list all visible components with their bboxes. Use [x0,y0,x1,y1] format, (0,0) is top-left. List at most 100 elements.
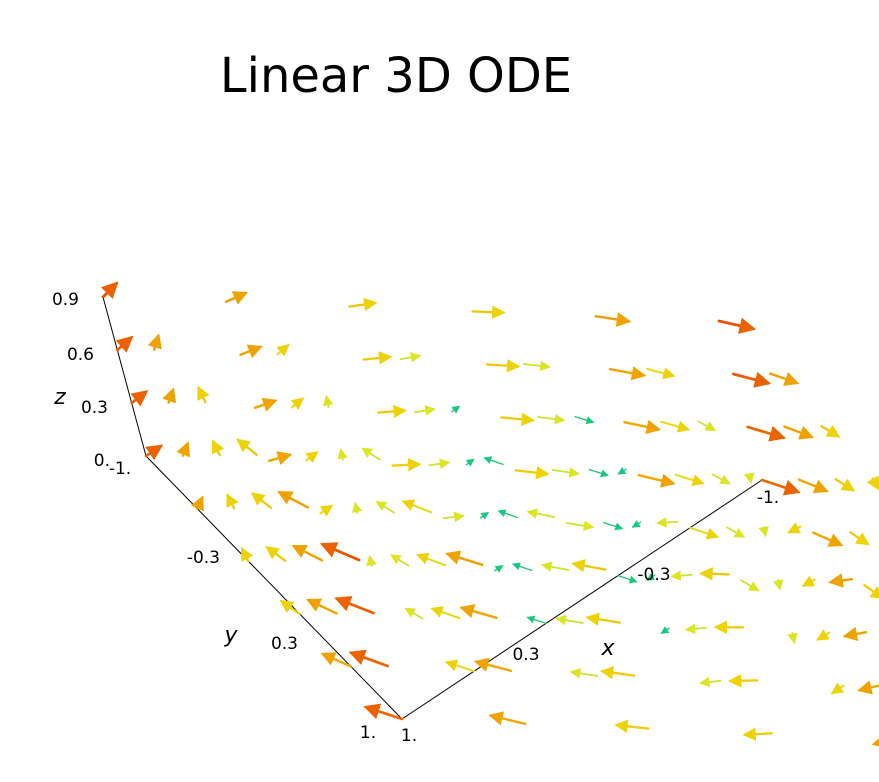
vector-arrow [617,574,638,584]
vector-arrow [399,352,422,363]
vector-arrow [190,495,204,512]
vector-arrow [319,542,361,562]
vector-arrow [660,420,691,433]
vector-arrow [224,291,249,305]
vector-arrow [742,727,773,741]
vector-arrow [848,531,870,546]
vector-arrow [866,475,879,491]
vector-arrow [731,371,772,388]
vector-arrow [655,517,679,528]
vector-arrow [569,668,599,679]
vector-arrow [465,458,475,467]
vector-arrow [290,397,305,410]
vector-arrow [451,405,461,414]
z-tick-label: 0.6 [67,345,94,365]
vector-arrow [236,438,258,456]
vector-arrow [130,390,149,407]
z-tick-label: 0. [94,451,110,471]
vector-arrow [391,458,422,472]
x-tick-label: -1. [757,488,779,508]
vector-arrow [144,444,164,461]
vector-arrow [494,565,504,573]
vector-arrow [239,344,263,359]
vector-arrow [445,550,484,567]
vector-arrow [337,448,348,461]
vector-arrow [323,394,334,408]
vector-arrow [617,466,627,475]
vector-arrow [772,579,784,591]
vector-arrow [834,478,856,492]
vector-arrow [277,491,310,509]
vector-arrow [588,468,609,478]
vector-arrow [362,351,393,365]
vector-arrow [711,473,731,485]
vector-arrow [594,312,632,327]
vector-arrow [746,425,786,442]
vector-arrow [473,657,513,673]
vector-arrow [674,473,705,486]
vector-arrow [801,575,816,587]
vector-arrow [797,478,829,494]
vector-arrow [830,682,845,695]
x-tick-label: 1. [401,726,417,746]
vector-arrow [660,626,670,634]
y-tick-label: -0.3 [187,548,220,568]
vector-arrow [760,478,801,496]
vector-arrow [253,397,278,412]
y-tick-label: -1. [109,459,131,479]
vector-arrow [512,562,533,572]
vector-arrow [459,604,498,620]
vector-arrow [226,493,239,510]
vector-arrow [727,674,759,688]
vector-arrow [361,447,381,461]
vector-arrows [100,281,879,748]
vector-arrow [319,504,334,517]
vector-arrow [479,511,490,520]
z-axis-label: z [53,385,66,410]
vector-arrow [351,501,363,514]
vector-arrow [540,561,570,572]
vector-arrow [522,360,551,372]
vector-arrow [348,649,390,668]
vector-arrow [115,335,134,353]
vector-arrow [812,531,844,547]
vector-arrow [526,508,556,519]
vector-arrow [585,612,621,626]
vector-arrow [603,521,624,531]
vector-arrow [250,492,273,509]
vector-arrow [197,385,210,404]
vector-arrow [726,526,746,538]
vector-arrow [787,522,802,534]
vector-arrow [276,343,290,357]
vector-arrow [816,629,831,641]
y-tick-label: 1. [360,723,376,743]
vector-arrow [574,415,595,425]
vector-arrow [320,652,352,668]
axes-box [102,296,763,720]
vector-arrow [279,599,301,615]
vector-arrow [415,552,447,567]
vector-arrow [783,425,815,440]
axis-ticks: 0.9 0.6 0.3 0. -1. -0.3 0.3 1. 1. 0.3 -0… [52,290,779,746]
vector-arrow [608,366,647,381]
chart-title: Linear 3D ODE [220,48,572,104]
vector-arrow [265,545,287,562]
vector-arrow [646,573,656,581]
vector-arrow [684,623,707,635]
vector-arrow [758,525,769,538]
vector-arrow [483,456,504,466]
vector-arrow [305,451,319,464]
vector-arrow [863,584,879,600]
vector-arrow [306,598,338,615]
vector-arrow [211,439,224,457]
vector-arrow [375,500,395,514]
vector-arrow [442,511,465,523]
vector-arrow [401,499,433,514]
vector-arrow [768,372,800,386]
vector-arrow [787,632,798,645]
vector-arrow [699,676,722,688]
vector-arrow [268,451,293,466]
vector-arrow [291,544,324,562]
